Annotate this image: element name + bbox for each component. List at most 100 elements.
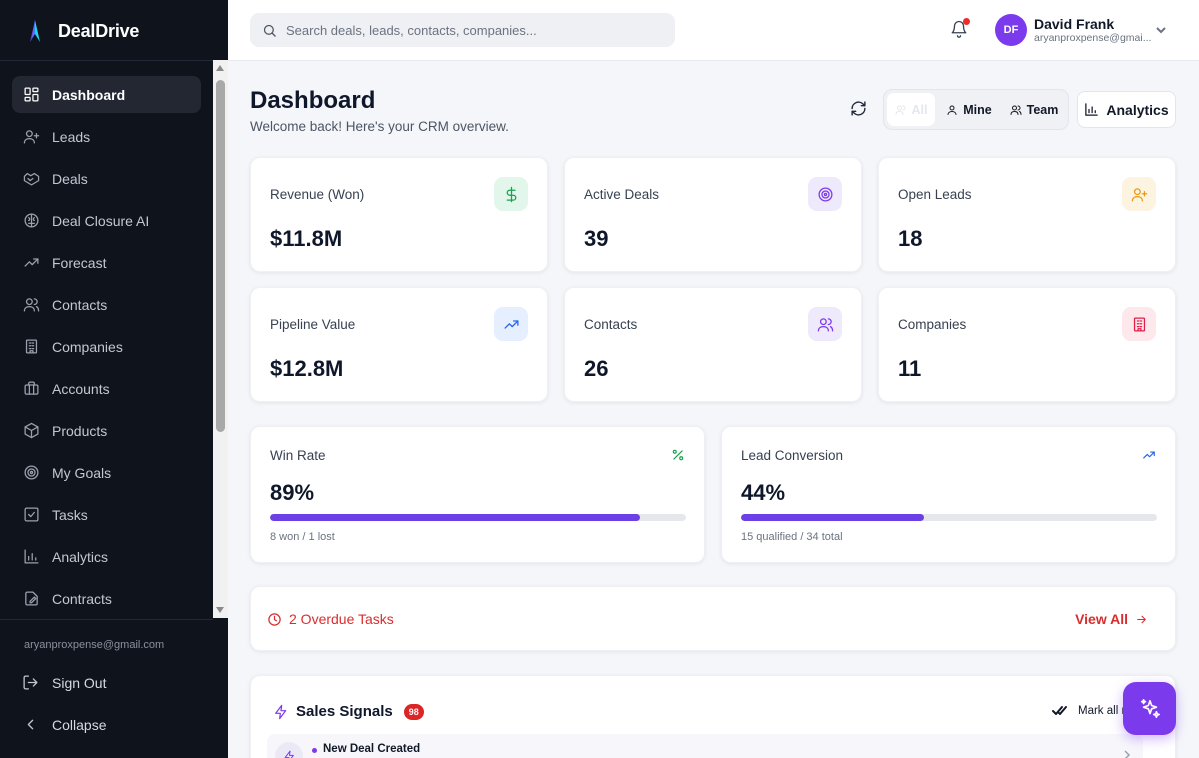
sidebar-nav: Dashboard Leads Deals Deal Closure AI Fo… [0,70,213,620]
sidebar-item-contracts[interactable]: Contracts [12,580,201,617]
app-name: DealDrive [58,20,140,41]
user-icon [947,105,957,115]
stat-icon-badge [494,307,528,341]
overdue-text: 2 Overdue Tasks [289,611,394,627]
stat-label: Pipeline Value [270,317,356,332]
scroll-up-arrow-icon[interactable] [216,65,224,71]
sidebar-item-label: Tasks [52,506,88,523]
filter-all-label: All [911,102,928,117]
stat-label: Contacts [584,317,638,332]
building-icon [25,339,38,354]
stat-label: Revenue (Won) [270,187,365,202]
progress-fill [270,514,641,521]
users-icon [1010,105,1022,115]
stat-label: Companies [898,317,967,332]
lead-conversion-card[interactable]: Lead Conversion 44% 15 qualified / 34 to… [721,426,1176,563]
bell-icon [951,20,967,38]
sidebar-item-label: Leads [52,128,91,145]
scrollbar-thumb[interactable] [216,80,225,432]
progress-value: 89% [270,480,315,505]
stat-value: 11 [898,356,922,381]
overdue-tasks-link[interactable]: 2 Overdue Tasks [267,611,394,627]
user-email: aryanproxpense@gmai... [1034,31,1152,44]
sign-out-button[interactable]: Sign Out [22,674,106,691]
notification-dot [963,18,970,25]
checkbox-icon [24,507,39,522]
sidebar-item-products[interactable]: Products [12,412,201,449]
sidebar-item-deal-closure-ai[interactable]: Deal Closure AI [12,202,201,239]
sidebar-item-label: Dashboard [52,86,126,103]
chevron-left-icon [27,719,34,730]
progress-label: Win Rate [270,448,326,463]
lightning-icon [275,704,287,719]
stat-card-revenue[interactable]: Revenue (Won) $11.8M [250,157,548,272]
sidebar-item-forecast[interactable]: Forecast [12,244,201,281]
filter-mine[interactable]: Mine [941,93,997,126]
sidebar-item-label: Contracts [52,590,112,607]
stat-card-contacts[interactable]: Contacts 26 [564,287,862,402]
scroll-down-arrow-icon[interactable] [216,607,224,613]
progress-track [270,514,686,521]
ai-assistant-button[interactable] [1123,682,1176,735]
handshake-icon [23,172,40,186]
search-icon [263,24,276,37]
progress-caption: 15 qualified / 34 total [741,531,843,543]
stat-card-open-leads[interactable]: Open Leads 18 [878,157,1176,272]
top-bar: DF David Frank aryanproxpense@gmai... [228,0,1199,61]
stat-label: Open Leads [898,187,972,202]
target-icon [24,465,39,480]
filter-team[interactable]: Team [1004,93,1064,126]
sidebar-item-analytics[interactable]: Analytics [12,538,201,575]
package-icon [24,422,39,439]
stat-value: 18 [898,226,923,251]
sidebar-item-label: Deal Closure AI [52,212,150,229]
sidebar-item-label: Analytics [52,548,109,565]
sidebar-item-contacts[interactable]: Contacts [12,286,201,323]
chevron-right-icon [1124,750,1131,758]
sidebar-scrollbar[interactable] [213,60,228,618]
stat-icon-badge [808,177,842,211]
sidebar-item-dashboard[interactable]: Dashboard [12,76,201,113]
filter-all[interactable]: All [887,93,935,126]
sidebar-item-label: My Goals [52,464,112,481]
sidebar-item-tasks[interactable]: Tasks [12,496,201,533]
analytics-button[interactable]: Analytics [1077,91,1176,128]
stat-card-pipeline-value[interactable]: Pipeline Value $12.8M [250,287,548,402]
win-rate-card[interactable]: Win Rate 89% 8 won / 1 lost [250,426,705,563]
progress-caption: 8 won / 1 lost [270,531,335,543]
stat-card-companies[interactable]: Companies 11 [878,287,1176,402]
logo-icon [30,20,40,42]
dashboard-icon [24,87,39,102]
sidebar-item-companies[interactable]: Companies [12,328,201,365]
progress-fill [741,514,925,521]
app-logo[interactable]: DealDrive [24,18,139,44]
sidebar-item-label: Products [52,422,108,439]
user-menu[interactable]: DF David Frank aryanproxpense@gmai... [995,14,1151,46]
chevron-down-icon[interactable] [1155,24,1167,36]
divider [0,60,228,61]
sidebar-item-label: Forecast [52,254,107,271]
view-all-button[interactable]: View All [1075,611,1148,627]
search-bar[interactable] [250,13,675,47]
sidebar-item-my-goals[interactable]: My Goals [12,454,201,491]
sidebar-item-leads[interactable]: Leads [12,118,201,155]
search-input[interactable] [286,22,666,38]
progress-icon-slot [671,448,685,462]
refresh-button[interactable] [850,100,870,120]
stat-card-active-deals[interactable]: Active Deals 39 [564,157,862,272]
sidebar-item-label: Contacts [52,296,108,313]
progress-value: 44% [741,480,786,505]
signal-item[interactable]: New Deal Created [267,734,1143,758]
sidebar-item-accounts[interactable]: Accounts [12,370,201,407]
signals-count-badge: 98 [403,703,424,720]
collapse-button[interactable]: Collapse [22,716,106,733]
sidebar-item-deals[interactable]: Deals [12,160,201,197]
stat-value: $12.8M [270,356,344,381]
sign-out-label: Sign Out [52,674,107,691]
notifications-button[interactable] [950,18,970,40]
avatar: DF [995,14,1027,46]
building-icon [1133,316,1145,332]
page-subtitle: Welcome back! Here's your CRM overview. [250,119,509,134]
stat-icon-badge [808,307,842,341]
mark-all-read-button[interactable]: Mark all r [1052,705,1125,717]
